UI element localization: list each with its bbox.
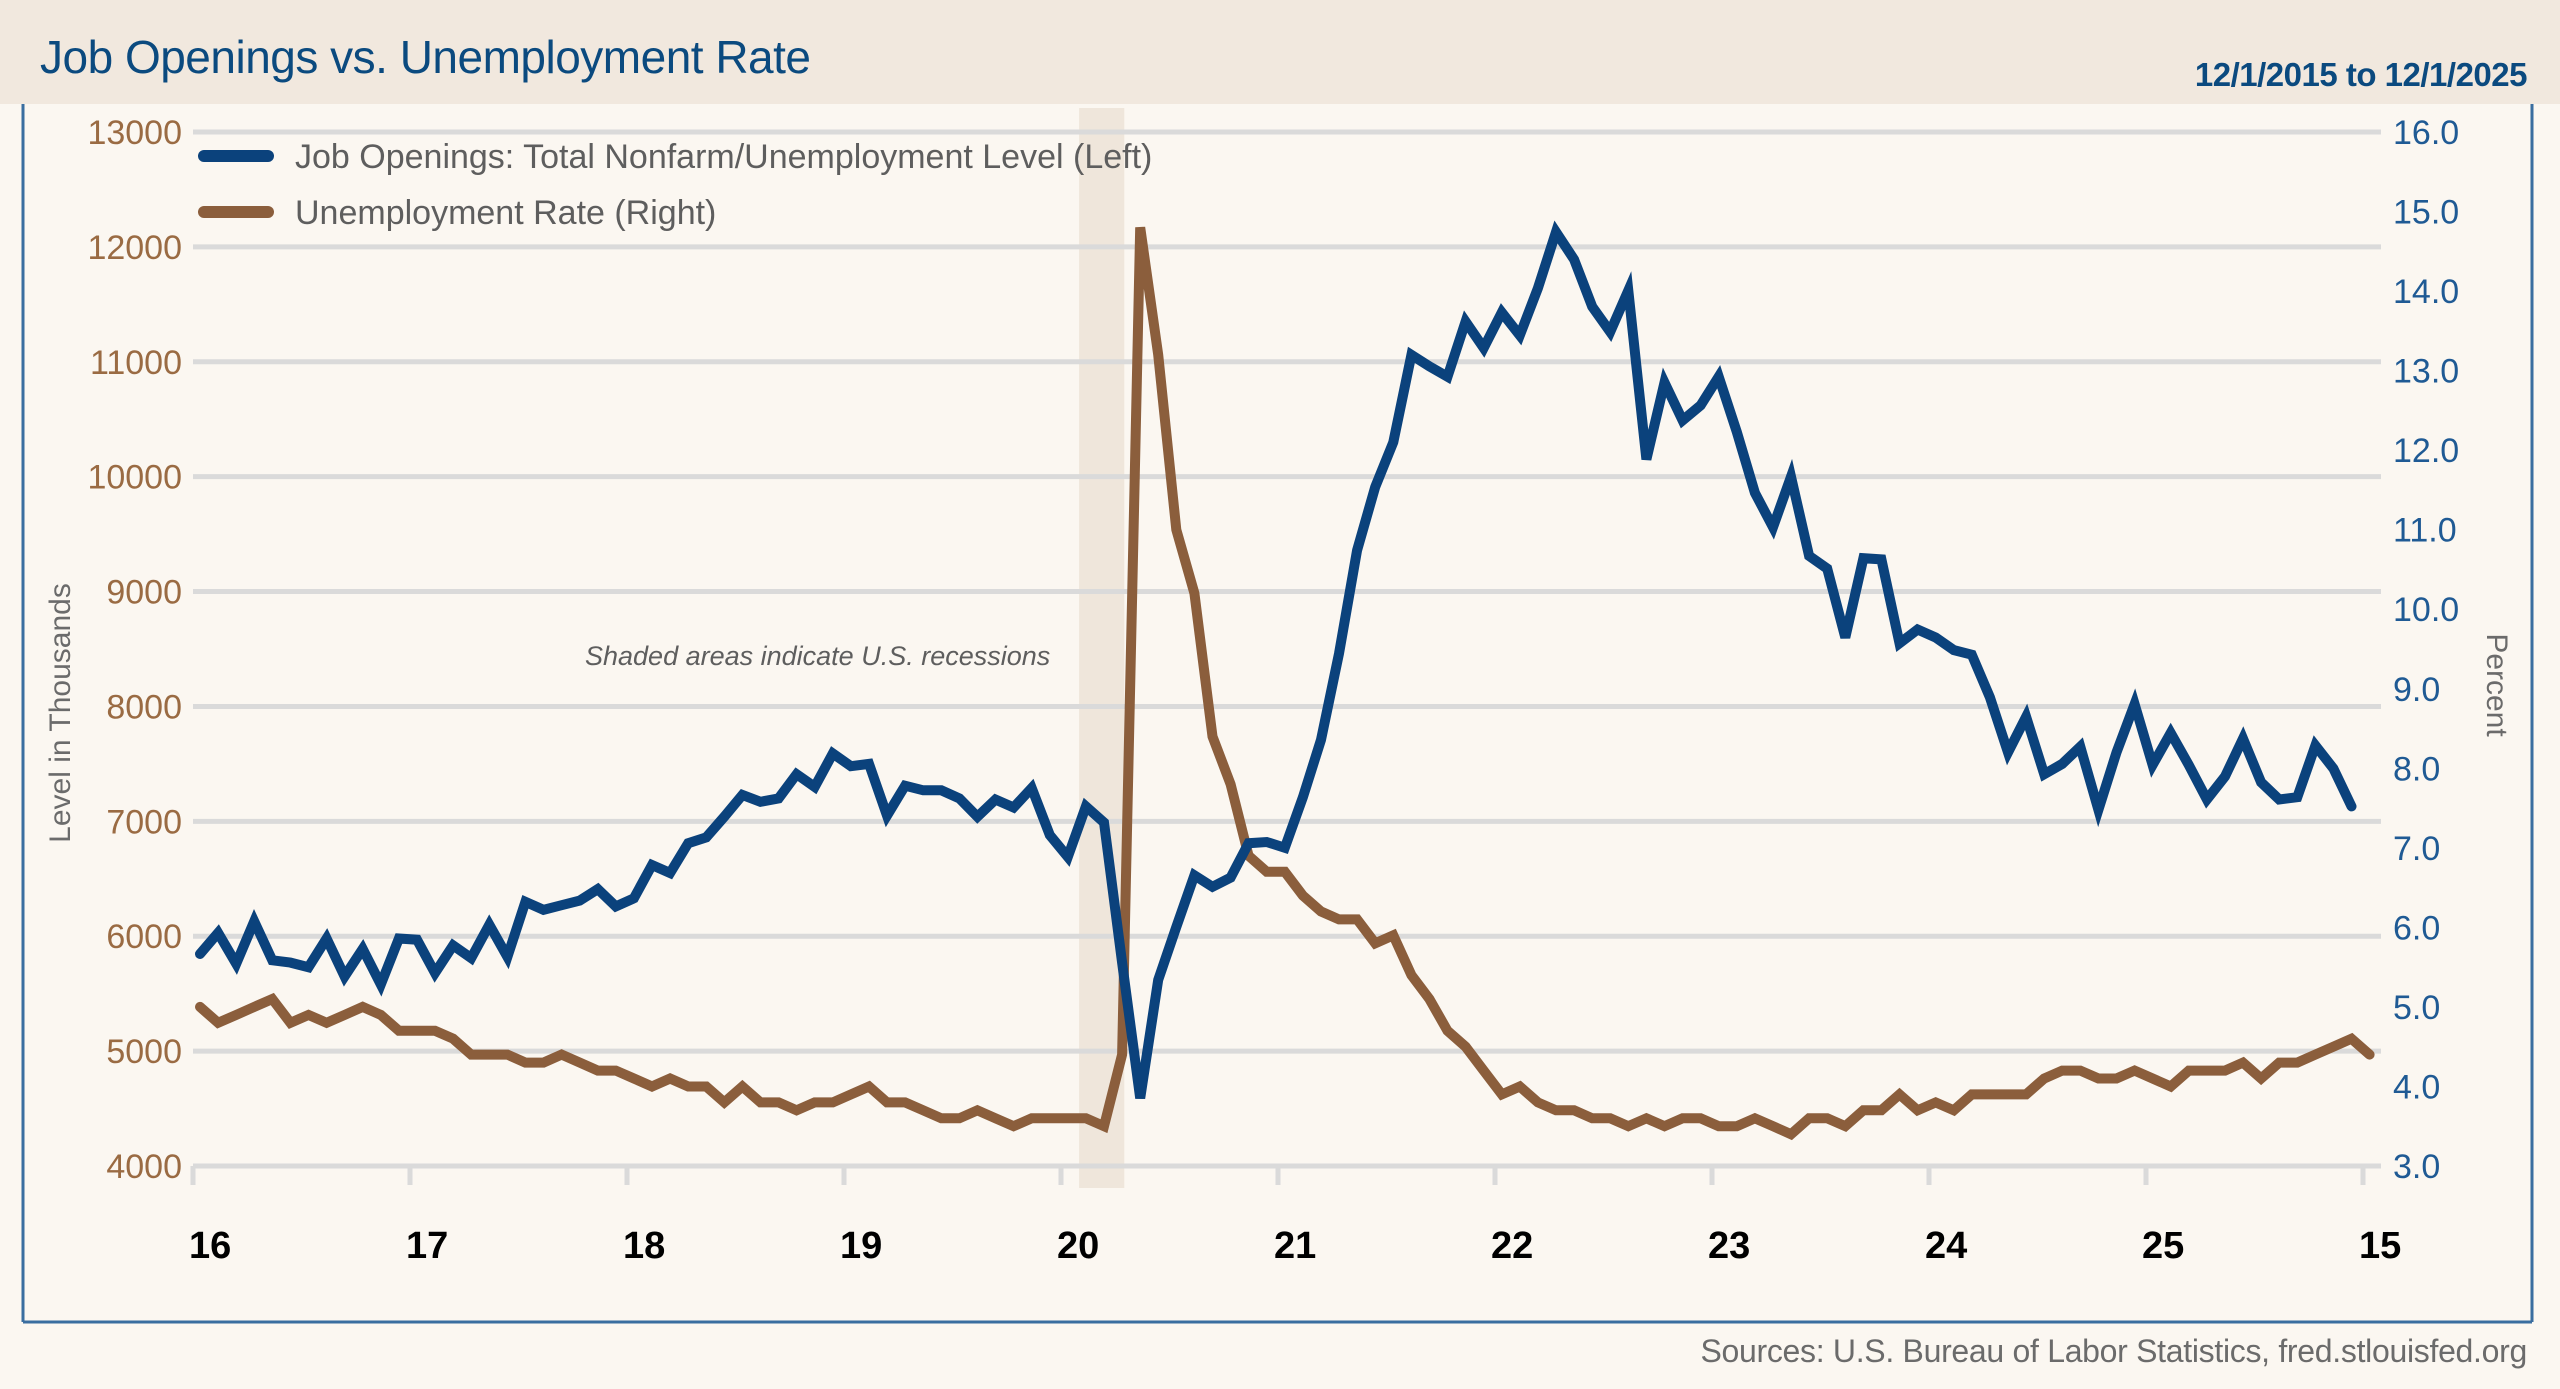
- x-tick-label: 21: [1274, 1225, 1316, 1267]
- x-tick-label: 16: [189, 1225, 231, 1267]
- right-tick-label: 9.0: [2393, 671, 2440, 709]
- right-tick-label: 16.0: [2393, 114, 2459, 152]
- legend-label-unemployment-rate: Unemployment Rate (Right): [295, 194, 716, 232]
- right-tick-label: 8.0: [2393, 750, 2440, 788]
- right-tick-label: 11.0: [2393, 512, 2457, 550]
- date-range: 12/1/2015 to 12/1/2025: [2194, 56, 2528, 93]
- right-tick-label: 13.0: [2393, 353, 2459, 391]
- x-tick-label: 20: [1057, 1225, 1099, 1267]
- right-tick-label: 15.0: [2393, 194, 2459, 232]
- right-tick-label: 3.0: [2393, 1148, 2440, 1186]
- right-tick-label: 4.0: [2393, 1068, 2440, 1106]
- left-tick-label: 6000: [106, 918, 182, 956]
- recession-annotation: Shaded areas indicate U.S. recessions: [585, 641, 1050, 671]
- chart-title: Job Openings vs. Unemployment Rate: [40, 31, 811, 83]
- header-bar: Job Openings vs. Unemployment Rate 12/1/…: [0, 0, 2560, 104]
- legend-label-job-openings: Job Openings: Total Nonfarm/Unemployment…: [295, 138, 1152, 176]
- gridlines: [193, 129, 2381, 1169]
- sources-footer: Sources: U.S. Bureau of Labor Statistics…: [1700, 1333, 2527, 1369]
- x-tick-label: 17: [406, 1225, 448, 1267]
- left-tick-label: 9000: [106, 574, 182, 612]
- right-tick-label: 7.0: [2393, 830, 2440, 868]
- recession-band: [1079, 108, 1125, 1188]
- left-axis-title: Level in Thousands: [44, 583, 77, 843]
- right-tick-label: 6.0: [2393, 909, 2440, 947]
- right-axis: 3.0 4.0 5.0 6.0 7.0 8.0 9.0 10.0 11.0 12.0 13.0 14.…: [2393, 114, 2459, 1186]
- right-tick-label: 14.0: [2393, 273, 2459, 311]
- legend: Job Openings: Total Nonfarm/Unemployment…: [198, 138, 1152, 232]
- left-tick-label: 8000: [106, 688, 182, 726]
- left-tick-label: 10000: [87, 459, 182, 497]
- left-tick-label: 13000: [87, 114, 182, 152]
- x-tick-label: 18: [623, 1225, 665, 1267]
- x-tick-label: 25: [2142, 1225, 2184, 1267]
- x-tick-label: 22: [1491, 1225, 1533, 1267]
- x-tick-label: 23: [1708, 1225, 1750, 1267]
- recession-shading: [1079, 108, 1125, 1188]
- left-axis: 4000 5000 6000 7000 8000 9000 10000 11000 12000 1…: [87, 114, 182, 1186]
- x-tick-label: 24: [1925, 1225, 1967, 1267]
- left-tick-label: 4000: [106, 1148, 182, 1186]
- left-tick-label: 7000: [106, 803, 182, 841]
- series-line-unemployment-rate: [195, 226, 2375, 1141]
- left-tick-label: 12000: [87, 229, 182, 267]
- right-tick-label: 10.0: [2393, 591, 2459, 629]
- series-line-job-openings: [195, 220, 2357, 1099]
- right-tick-label: 12.0: [2393, 432, 2459, 470]
- x-tick-label: 19: [840, 1225, 882, 1267]
- left-tick-label: 5000: [106, 1033, 182, 1071]
- x-tick-label: 15: [2359, 1225, 2401, 1267]
- legend-item-job-openings: Job Openings: Total Nonfarm/Unemployment…: [198, 138, 1152, 176]
- chart-frame: [21, 104, 2534, 1324]
- legend-item-unemployment-rate: Unemployment Rate (Right): [198, 194, 716, 232]
- right-axis-title: Percent: [2480, 633, 2513, 737]
- series-lines: [195, 220, 2375, 1141]
- x-axis: 16 17 18 19 20 21 22 23 24 25 15: [189, 1166, 2401, 1267]
- right-tick-label: 5.0: [2393, 989, 2440, 1027]
- left-tick-label: 11000: [90, 344, 182, 382]
